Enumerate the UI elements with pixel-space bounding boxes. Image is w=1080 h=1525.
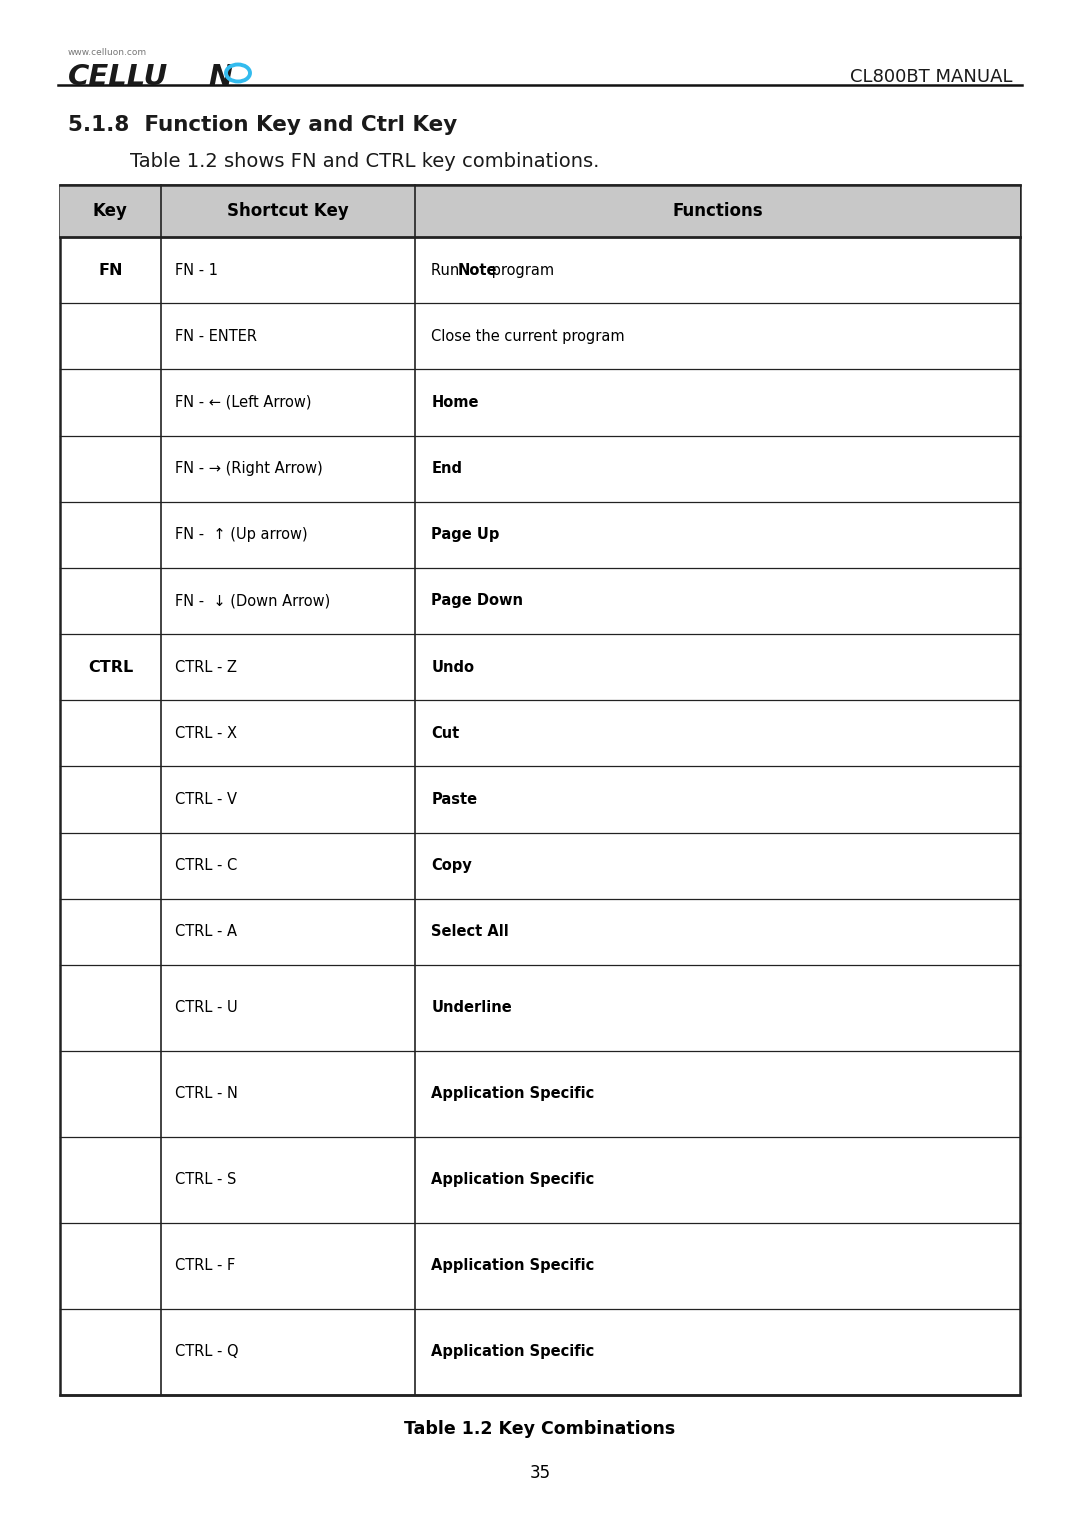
Text: Note: Note xyxy=(457,262,497,278)
Text: CELLU: CELLU xyxy=(68,63,168,92)
Text: Page Up: Page Up xyxy=(431,528,500,543)
Text: Cut: Cut xyxy=(431,726,459,741)
Text: FN - ← (Left Arrow): FN - ← (Left Arrow) xyxy=(175,395,311,410)
Text: Copy: Copy xyxy=(431,859,472,874)
Text: Undo: Undo xyxy=(431,660,474,674)
Text: CTRL - S: CTRL - S xyxy=(175,1173,237,1188)
Text: Table 1.2 Key Combinations: Table 1.2 Key Combinations xyxy=(404,1420,676,1438)
Text: CTRL - F: CTRL - F xyxy=(175,1258,235,1273)
Text: Functions: Functions xyxy=(672,201,762,220)
Text: CTRL: CTRL xyxy=(87,660,133,674)
Text: CTRL - U: CTRL - U xyxy=(175,1000,238,1016)
Text: FN: FN xyxy=(98,262,123,278)
Text: Application Specific: Application Specific xyxy=(431,1258,594,1273)
Text: CTRL - Z: CTRL - Z xyxy=(175,660,237,674)
Text: CTRL - Q: CTRL - Q xyxy=(175,1345,239,1359)
Text: Close the current program: Close the current program xyxy=(431,329,625,343)
Bar xyxy=(60,185,1020,236)
Text: Shortcut Key: Shortcut Key xyxy=(227,201,349,220)
Text: End: End xyxy=(431,461,462,476)
Text: Key: Key xyxy=(93,201,127,220)
Text: 35: 35 xyxy=(529,1464,551,1482)
Text: Application Specific: Application Specific xyxy=(431,1173,594,1188)
Text: FN -  ↓ (Down Arrow): FN - ↓ (Down Arrow) xyxy=(175,593,330,608)
Text: Underline: Underline xyxy=(431,1000,512,1016)
Text: 5.1.8  Function Key and Ctrl Key: 5.1.8 Function Key and Ctrl Key xyxy=(68,114,457,136)
Text: Select All: Select All xyxy=(431,924,509,939)
Text: Home: Home xyxy=(431,395,478,410)
Text: CTRL - V: CTRL - V xyxy=(175,791,237,807)
Text: Application Specific: Application Specific xyxy=(431,1345,594,1359)
Text: CTRL - N: CTRL - N xyxy=(175,1086,238,1101)
Text: FN - ENTER: FN - ENTER xyxy=(175,329,257,343)
Text: Application Specific: Application Specific xyxy=(431,1086,594,1101)
Text: FN - → (Right Arrow): FN - → (Right Arrow) xyxy=(175,461,323,476)
Text: FN - 1: FN - 1 xyxy=(175,262,218,278)
Text: Page Down: Page Down xyxy=(431,593,523,608)
Text: CTRL - C: CTRL - C xyxy=(175,859,237,874)
Text: CTRL - A: CTRL - A xyxy=(175,924,237,939)
Text: program: program xyxy=(487,262,554,278)
Text: Table 1.2 shows FN and CTRL key combinations.: Table 1.2 shows FN and CTRL key combinat… xyxy=(130,152,599,171)
Text: Paste: Paste xyxy=(431,791,477,807)
Text: www.celluon.com: www.celluon.com xyxy=(68,47,147,56)
Text: Run: Run xyxy=(431,262,464,278)
Text: CL800BT MANUAL: CL800BT MANUAL xyxy=(850,69,1012,85)
Text: FN -  ↑ (Up arrow): FN - ↑ (Up arrow) xyxy=(175,528,308,543)
Text: CTRL - X: CTRL - X xyxy=(175,726,237,741)
Text: N: N xyxy=(208,63,232,92)
Bar xyxy=(60,185,1020,1395)
